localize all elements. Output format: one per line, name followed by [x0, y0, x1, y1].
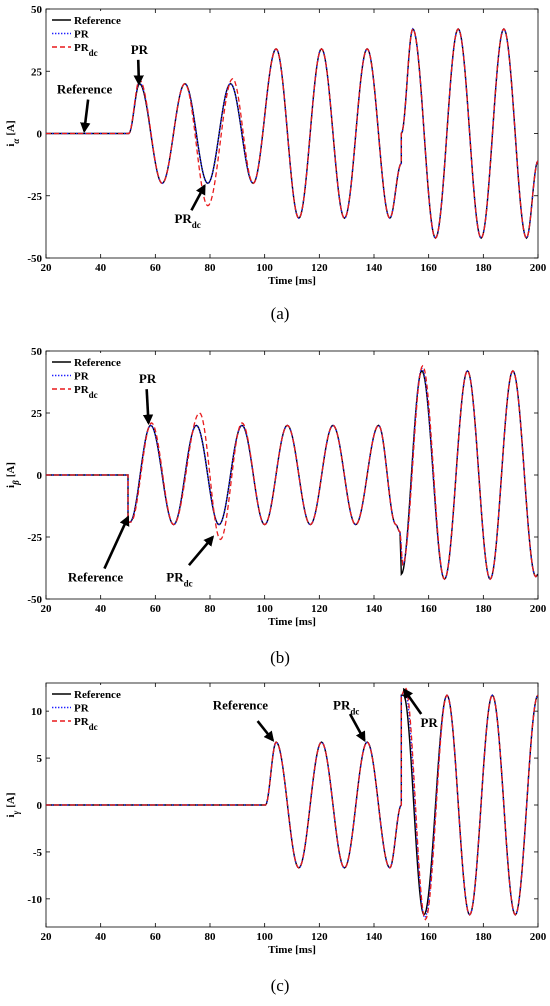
annotation-label: PRdc — [166, 570, 192, 589]
x-tick-label: 120 — [311, 603, 328, 615]
x-axis-label: Time [ms] — [268, 944, 316, 956]
y-tick-label: 25 — [31, 66, 43, 78]
annotation-arrow — [80, 99, 91, 134]
annotation-label: Reference — [68, 570, 124, 585]
legend-label-pr-dc: PRdc — [74, 42, 98, 58]
annotation-label: PRdc — [333, 697, 359, 716]
series-line-pr-dc — [46, 364, 538, 581]
legend-label-reference: Reference — [74, 689, 121, 701]
x-tick-label: 20 — [41, 931, 53, 943]
x-tick-label: 80 — [205, 262, 217, 274]
x-tick-label: 200 — [530, 262, 547, 274]
x-tick-label: 140 — [366, 262, 383, 274]
panel-caption: (a) — [271, 304, 290, 323]
annotation-arrow — [133, 59, 144, 86]
x-tick-label: 120 — [311, 931, 328, 943]
x-tick-label: 200 — [530, 931, 547, 943]
annotation-label: Reference — [213, 697, 269, 712]
annotation-arrow — [103, 515, 130, 570]
x-tick-label: 120 — [311, 262, 328, 274]
y-tick-label: 10 — [31, 706, 43, 718]
x-axis-label: Time [ms] — [268, 616, 316, 628]
x-tick-label: 100 — [256, 262, 273, 274]
x-tick-label: 160 — [420, 931, 437, 943]
annotation-arrow — [348, 713, 366, 743]
x-tick-label: 140 — [366, 603, 383, 615]
legend-label-reference: Reference — [74, 357, 121, 369]
legend-label-pr: PR — [74, 29, 90, 41]
legend-label-pr-dc: PRdc — [74, 716, 98, 732]
x-tick-label: 200 — [530, 603, 547, 615]
x-tick-label: 180 — [475, 262, 492, 274]
annotation-label: Reference — [57, 82, 113, 97]
x-tick-label: 20 — [41, 262, 53, 274]
y-tick-label: -10 — [27, 894, 42, 906]
chart-panel-b: 20 40 60 80 100 120 140 160 180 200 -50 -25 0 25 50 Tim… — [5, 346, 547, 667]
legend-label-pr: PR — [74, 371, 90, 383]
y-tick-label: 50 — [31, 346, 43, 358]
y-tick-label: 5 — [37, 753, 43, 765]
y-tick-label: 0 — [37, 800, 43, 812]
x-axis-label: Time [ms] — [268, 275, 316, 287]
x-tick-label: 40 — [95, 603, 107, 615]
annotation-arrow — [190, 183, 206, 211]
x-tick-label: 160 — [420, 603, 437, 615]
y-tick-label: -25 — [27, 532, 42, 544]
legend-label-reference: Reference — [74, 15, 121, 27]
x-tick-label: 60 — [150, 262, 162, 274]
annotation-arrow — [256, 720, 275, 742]
y-axis-label: iβ[A] — [5, 462, 21, 488]
x-tick-label: 180 — [475, 931, 492, 943]
x-tick-label: 60 — [150, 931, 162, 943]
x-tick-label: 140 — [366, 931, 383, 943]
annotation-arrow — [142, 389, 154, 425]
chart-panel-a: 20 40 60 80 100 120 140 160 180 200 -50 -25 0 25 50 Tim… — [5, 4, 547, 323]
annotation-label: PR — [420, 715, 438, 730]
x-tick-label: 100 — [256, 603, 273, 615]
legend-label-pr-dc: PRdc — [74, 384, 98, 400]
annotation-arrow — [187, 535, 215, 567]
series-line-pr — [46, 367, 538, 581]
x-tick-label: 160 — [420, 262, 437, 274]
y-axis-label: iα[A] — [5, 120, 21, 146]
x-tick-label: 40 — [95, 262, 107, 274]
legend-label-pr: PR — [74, 703, 90, 715]
series-line-pr-dc — [46, 686, 538, 921]
y-tick-label: -50 — [27, 253, 42, 265]
x-tick-label: 180 — [475, 603, 492, 615]
y-axis-label: iγ[A] — [5, 792, 21, 817]
y-tick-label: 0 — [37, 470, 43, 482]
x-tick-label: 80 — [205, 603, 217, 615]
y-tick-label: -5 — [33, 847, 43, 859]
x-tick-label: 80 — [205, 931, 217, 943]
x-tick-label: 20 — [41, 603, 53, 615]
y-tick-label: -25 — [27, 191, 42, 203]
y-tick-label: 25 — [31, 408, 43, 420]
x-tick-label: 100 — [256, 931, 273, 943]
x-tick-label: 40 — [95, 931, 107, 943]
chart-panel-c: 20 40 60 80 100 120 140 160 180 200 -10 -5 0 5 10 Time … — [5, 682, 547, 995]
annotation-label: PR — [131, 42, 149, 57]
y-tick-label: 50 — [31, 4, 43, 16]
y-tick-label: 0 — [37, 129, 43, 141]
y-tick-label: -50 — [27, 594, 42, 606]
x-tick-label: 60 — [150, 603, 162, 615]
panel-caption: (c) — [271, 976, 290, 995]
annotation-label: PR — [139, 371, 157, 386]
series-line-pr-dc — [46, 27, 538, 240]
annotation-label: PRdc — [174, 211, 200, 230]
annotation-arrow — [402, 687, 423, 715]
panel-caption: (b) — [270, 648, 290, 667]
